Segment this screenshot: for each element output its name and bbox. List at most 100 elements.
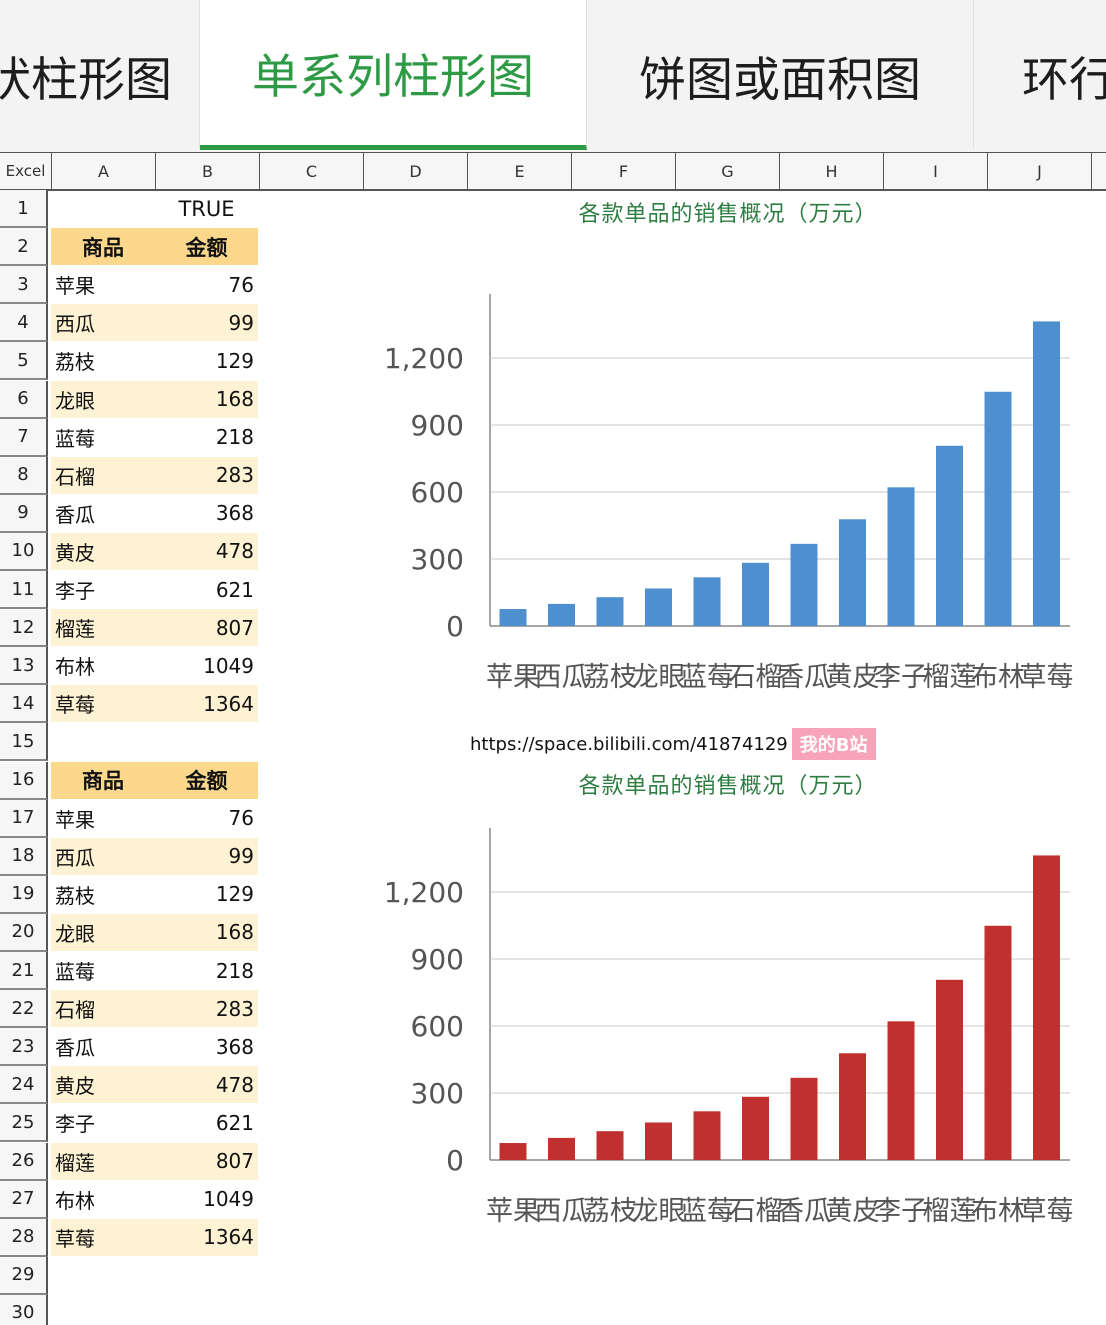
cell-amount[interactable]: 807 [155, 1142, 258, 1180]
cell-amount[interactable]: 1049 [203, 1187, 254, 1212]
cell-product[interactable] [51, 723, 155, 760]
row-number[interactable]: 20 [0, 913, 48, 952]
cell-product[interactable]: 西瓜 [51, 304, 155, 342]
bar-布林[interactable] [984, 391, 1012, 626]
bar-榴莲[interactable] [936, 979, 963, 1160]
row-number[interactable]: 1 [0, 190, 48, 228]
cell-amount[interactable]: 金额 [155, 761, 258, 799]
cell-amount[interactable]: 1364 [155, 685, 258, 723]
row-number[interactable]: 15 [0, 723, 48, 762]
row-number[interactable]: 28 [0, 1218, 48, 1257]
row-number[interactable]: 18 [0, 837, 48, 876]
cell-amount[interactable]: 621 [215, 1110, 254, 1135]
bar-香瓜[interactable] [790, 1077, 818, 1160]
column-header-k[interactable]: K [1091, 153, 1106, 189]
bar-黄皮[interactable] [839, 519, 866, 626]
cell-amount[interactable]: 478 [155, 1066, 258, 1104]
cell-product[interactable] [51, 190, 155, 227]
row-number[interactable]: 17 [0, 799, 48, 838]
column-header-e[interactable]: E [467, 153, 571, 189]
row-number[interactable]: 25 [0, 1104, 48, 1143]
cell-product[interactable]: 苹果 [55, 274, 95, 299]
row-number[interactable]: 2 [0, 228, 48, 267]
bar-龙眼[interactable] [645, 1122, 672, 1160]
bar-苹果[interactable] [499, 1143, 527, 1160]
cell-amount[interactable]: 283 [155, 456, 258, 494]
row-number[interactable]: 4 [0, 304, 48, 343]
cell-amount[interactable]: 478 [155, 532, 258, 570]
cell-product[interactable]: 李子 [55, 1112, 95, 1137]
row-number[interactable]: 14 [0, 685, 48, 724]
cell-product[interactable] [51, 1257, 155, 1294]
column-header-b[interactable]: B [155, 153, 259, 189]
tab-single-series-column[interactable]: 单系列柱形图 [200, 0, 587, 150]
cell-product[interactable]: 榴莲 [51, 1142, 155, 1180]
row-number[interactable]: 29 [0, 1256, 48, 1295]
cell-amount[interactable]: 168 [155, 380, 258, 418]
column-header-i[interactable]: I [883, 153, 987, 189]
cell-product[interactable]: 布林 [55, 1188, 95, 1213]
cell-amount[interactable]: 168 [155, 913, 258, 951]
bar-苹果[interactable] [499, 609, 527, 626]
cell-product[interactable]: 龙眼 [51, 913, 155, 951]
row-number[interactable]: 23 [0, 1028, 48, 1067]
corner-cell[interactable]: Excel [5, 162, 46, 180]
bar-石榴[interactable] [742, 562, 769, 626]
cell-amount[interactable]: 218 [215, 958, 254, 983]
cell-product[interactable]: 香瓜 [55, 1036, 95, 1061]
row-number[interactable]: 21 [0, 952, 48, 990]
column-header-d[interactable]: D [363, 153, 467, 189]
bar-石榴[interactable] [742, 1096, 769, 1160]
cell-product[interactable]: 荔枝 [55, 883, 95, 908]
cell-amount[interactable]: 368 [215, 501, 254, 526]
bar-黄皮[interactable] [839, 1053, 866, 1160]
cell-product[interactable]: 草莓 [51, 685, 155, 723]
cell-amount[interactable]: 金额 [155, 228, 258, 266]
cell-product[interactable]: 西瓜 [51, 837, 155, 875]
column-header-f[interactable]: F [571, 153, 675, 189]
column-header-j[interactable]: J [987, 153, 1091, 189]
cell-product[interactable]: 龙眼 [51, 380, 155, 418]
cell-amount[interactable]: 368 [215, 1034, 254, 1059]
chart-red[interactable]: 各款单品的销售概况（万元） 0 300 600 900 1,200 苹果 西瓜 荔枝 龙眼 蓝莓石… [350, 764, 1106, 1284]
column-header-g[interactable]: G [675, 153, 779, 189]
row-number[interactable]: 24 [0, 1066, 48, 1105]
bar-西瓜[interactable] [548, 1137, 575, 1160]
bar-草莓[interactable] [1033, 321, 1060, 626]
bar-蓝莓[interactable] [693, 577, 721, 626]
column-header-h[interactable]: H [779, 153, 883, 189]
cell-amount[interactable]: 129 [215, 882, 254, 907]
cell-amount[interactable]: 99 [155, 837, 258, 875]
bar-荔枝[interactable] [596, 597, 624, 626]
bar-蓝莓[interactable] [693, 1111, 721, 1160]
cell-product[interactable]: 荔枝 [55, 350, 95, 375]
row-number[interactable]: 10 [0, 532, 48, 571]
bar-西瓜[interactable] [548, 603, 575, 626]
cell-amount[interactable]: 129 [215, 348, 254, 373]
cell-amount[interactable]: 1049 [203, 653, 254, 678]
cell-amount[interactable]: 807 [155, 609, 258, 647]
bar-香瓜[interactable] [790, 543, 818, 626]
cell-product[interactable] [51, 1295, 155, 1325]
row-number[interactable]: 26 [0, 1142, 48, 1181]
cell-product[interactable]: 李子 [55, 579, 95, 603]
cell-amount[interactable]: 1364 [155, 1218, 258, 1256]
cell-product[interactable]: 商品 [51, 761, 155, 799]
cell-amount[interactable]: 283 [155, 990, 258, 1028]
column-header-c[interactable]: C [259, 153, 363, 189]
bar-荔枝[interactable] [596, 1131, 624, 1160]
bar-布林[interactable] [984, 925, 1012, 1160]
row-number[interactable]: 3 [0, 266, 48, 305]
row-number[interactable]: 9 [0, 494, 48, 533]
tab-clustered-column[interactable]: 簇状柱形图 [0, 0, 200, 150]
cell-product[interactable]: 布林 [55, 655, 95, 680]
cell-product[interactable]: 黄皮 [51, 1066, 155, 1104]
cell-product[interactable]: 香瓜 [55, 502, 95, 527]
cell-amount[interactable] [155, 1257, 258, 1294]
row-number[interactable]: 30 [0, 1294, 48, 1325]
cell-product[interactable]: 黄皮 [51, 532, 155, 570]
row-number[interactable]: 12 [0, 609, 48, 648]
cell-amount[interactable]: 218 [215, 425, 254, 450]
column-header-a[interactable]: A [51, 153, 155, 189]
cell-amount[interactable] [155, 723, 258, 760]
